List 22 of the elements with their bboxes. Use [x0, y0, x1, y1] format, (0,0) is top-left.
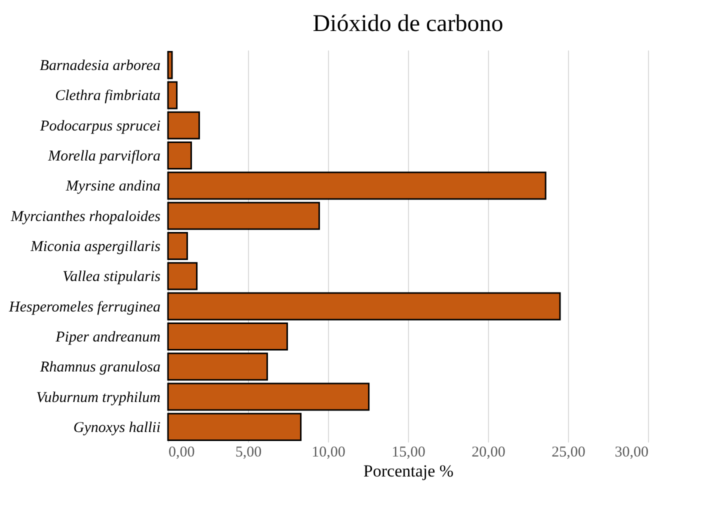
y-tick-label: Vallea stipularis — [62, 269, 161, 286]
y-tick-label: Miconia aspergillaris — [30, 239, 161, 255]
x-tick-label: 5,00 — [235, 444, 262, 460]
y-tick-label: Rhamnus granulosa — [39, 360, 160, 376]
y-tick-label: Myrcianthes rhopaloides — [10, 208, 161, 225]
x-tick-label: 15,00 — [392, 444, 426, 460]
y-tick-label: Clethra fimbriata — [55, 88, 160, 104]
chart-title: Dióxido de carbono — [312, 11, 504, 37]
y-tick-label: Piper andreanum — [54, 329, 161, 346]
x-tick-label: 0,00 — [168, 444, 195, 460]
y-tick-label: Gynoxys hallii — [73, 420, 160, 436]
y-tick-label: Barnadesia arborea — [40, 58, 160, 74]
y-tick-label: Hesperomeles ferruginea — [8, 299, 160, 316]
x-tick-label: 20,00 — [472, 444, 506, 460]
x-tick-label: 25,00 — [552, 444, 586, 460]
x-axis-title: Porcentaje % — [363, 462, 454, 480]
x-tick-label: 30,00 — [614, 444, 648, 460]
y-tick-label: Podocarpus sprucei — [39, 118, 160, 134]
y-tick-label: Morella parviflora — [47, 148, 160, 165]
y-tick-label: Vuburnum tryphilum — [36, 390, 161, 406]
x-tick-label: 10,00 — [312, 444, 346, 460]
y-tick-label: Myrsine andina — [64, 178, 160, 195]
